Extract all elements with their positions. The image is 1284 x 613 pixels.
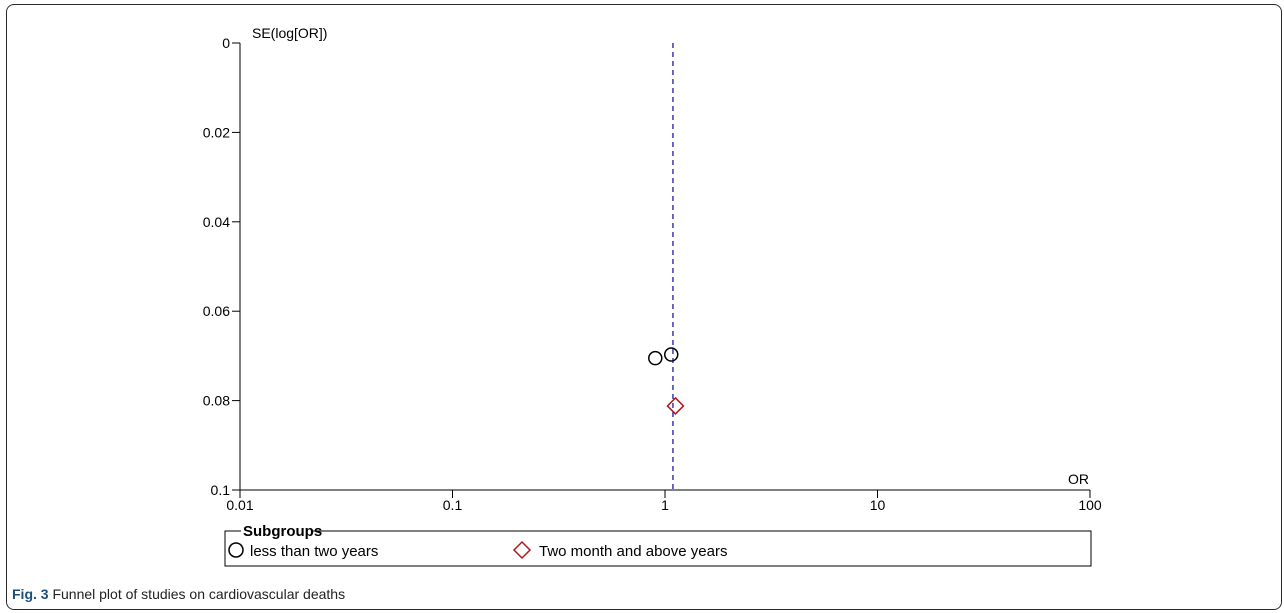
x-axis-label: OR — [1068, 471, 1089, 487]
legend-box — [224, 530, 1092, 567]
y-tick-label: 0.02 — [203, 124, 230, 140]
figure-caption: Fig. 3 Funnel plot of studies on cardiov… — [12, 586, 345, 602]
chart-marks — [648, 43, 685, 490]
legend: Subgroups less than two years Two month … — [224, 523, 1092, 567]
legend-diamond-icon — [512, 540, 532, 560]
study-point-diamond — [666, 396, 685, 416]
y-tick-label: 0.1 — [211, 482, 231, 498]
y-tick-label: 0.04 — [203, 214, 230, 230]
study-point-circle — [663, 347, 679, 362]
legend-title: Subgroups — [243, 523, 322, 540]
legend-entry-label: less than two years — [250, 543, 378, 560]
funnel-plot: 00.020.040.060.080.10.01 0.1 1 10 100SE(log[… — [203, 25, 1102, 567]
x-tick-label: 0.01 — [226, 497, 253, 513]
y-tick-label: 0 — [222, 35, 230, 51]
figure-frame — [6, 4, 1282, 610]
axes: 00.020.040.060.080.10.01 0.1 1 10 100SE(log[… — [203, 25, 1102, 513]
y-tick-label: 0.08 — [203, 393, 230, 409]
x-tick-label: 100 — [1078, 497, 1102, 513]
legend-circle-icon — [228, 542, 244, 558]
y-tick-label: 0.06 — [203, 303, 230, 319]
legend-title-bg — [241, 523, 313, 539]
legend-entry-label: Two month and above years — [539, 543, 727, 560]
study-point-circle — [648, 350, 663, 366]
x-tick-label: 10 — [870, 497, 886, 513]
x-tick-label: 0.1 — [443, 497, 463, 513]
y-axis-label: SE(log[OR]) — [252, 25, 327, 41]
caption-text: Funnel plot of studies on cardiovascular… — [52, 586, 346, 602]
x-tick-label: 1 — [661, 497, 669, 513]
caption-label: Fig. 3 — [12, 586, 49, 602]
